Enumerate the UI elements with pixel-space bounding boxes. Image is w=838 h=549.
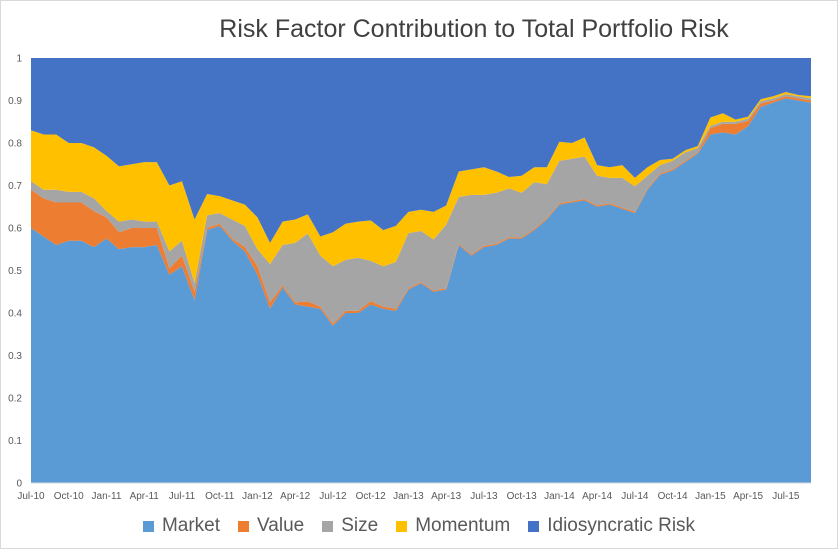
x-tick-label: Oct-14 bbox=[658, 491, 688, 502]
legend-swatch bbox=[142, 520, 154, 532]
y-tick-label: 0.5 bbox=[8, 266, 22, 277]
chart-title: Risk Factor Contribution to Total Portfo… bbox=[219, 15, 729, 43]
y-tick-label: 0.7 bbox=[8, 181, 22, 192]
axes-layer: 0 0.1 0.2 0.3 0.4 0.5 0.6 0.7 0.8 0.9 1 Jul-10 Oct-1… bbox=[8, 54, 811, 502]
x-tick-label: Apr-11 bbox=[130, 491, 160, 502]
legend-swatch bbox=[322, 520, 334, 532]
legend-swatch bbox=[396, 520, 408, 532]
legend-item-idiosyncratic-risk: Idiosyncratic Risk bbox=[528, 515, 695, 537]
legend-item-value: Value bbox=[238, 515, 304, 537]
legend-item-market: Market bbox=[142, 515, 221, 537]
x-tick-label: Apr-13 bbox=[431, 491, 461, 502]
legend: Market Value Size Momentum Idiosyncratic… bbox=[1, 515, 837, 537]
x-tick-label: Apr-15 bbox=[733, 491, 763, 502]
legend-item-size: Size bbox=[322, 515, 378, 537]
x-tick-label: Oct-12 bbox=[356, 491, 386, 502]
legend-label: Idiosyncratic Risk bbox=[547, 515, 696, 536]
x-tick-label: Jul-11 bbox=[169, 491, 196, 502]
x-tick-label: Apr-14 bbox=[582, 491, 612, 502]
areas-layer bbox=[31, 58, 811, 483]
x-tick-label: Jan-12 bbox=[242, 491, 273, 502]
area-series-size bbox=[31, 94, 811, 324]
x-tick-label: Jul-10 bbox=[17, 491, 45, 502]
y-tick-label: 0.9 bbox=[8, 96, 22, 107]
y-tick-label: 0.6 bbox=[8, 224, 22, 235]
legend-swatch bbox=[528, 520, 540, 532]
y-tick-label: 0.3 bbox=[8, 351, 22, 362]
legend-label: Size bbox=[341, 515, 379, 536]
area-series-idiosyncratic-risk bbox=[31, 58, 811, 243]
x-tick-label: Jan-15 bbox=[695, 491, 726, 502]
x-tick-label: Jul-12 bbox=[319, 491, 347, 502]
chart-plot: 0 0.1 0.2 0.3 0.4 0.5 0.6 0.7 0.8 0.9 1 Jul-10 Oct-1… bbox=[8, 54, 811, 502]
x-tick-label: Jul-13 bbox=[470, 491, 498, 502]
y-tick-label: 0.1 bbox=[8, 436, 22, 447]
y-tick-label: 0.2 bbox=[8, 394, 22, 405]
x-tick-label: Jan-11 bbox=[92, 491, 122, 502]
x-tick-label: Oct-10 bbox=[54, 491, 84, 502]
x-tick-label: Oct-13 bbox=[507, 491, 537, 502]
y-tick-label: 0.4 bbox=[8, 309, 22, 320]
legend-label: Momentum bbox=[415, 515, 511, 536]
x-tick-label: Jul-14 bbox=[621, 491, 649, 502]
legend-label: Value bbox=[257, 515, 305, 536]
legend-swatch bbox=[238, 520, 250, 532]
x-tick-label: Jan-14 bbox=[544, 491, 575, 502]
x-tick-label: Oct-11 bbox=[205, 491, 235, 502]
legend-item-momentum: Momentum bbox=[396, 515, 510, 537]
x-tick-label: Jul-15 bbox=[772, 491, 800, 502]
y-tick-label: 0.8 bbox=[8, 139, 22, 150]
x-tick-label: Apr-12 bbox=[280, 491, 310, 502]
area-series-market bbox=[31, 98, 811, 483]
legend-label: Market bbox=[161, 515, 221, 536]
y-tick-label: 1 bbox=[16, 54, 22, 65]
x-tick-label: Jan-13 bbox=[393, 491, 424, 502]
y-tick-label: 0 bbox=[16, 479, 22, 490]
